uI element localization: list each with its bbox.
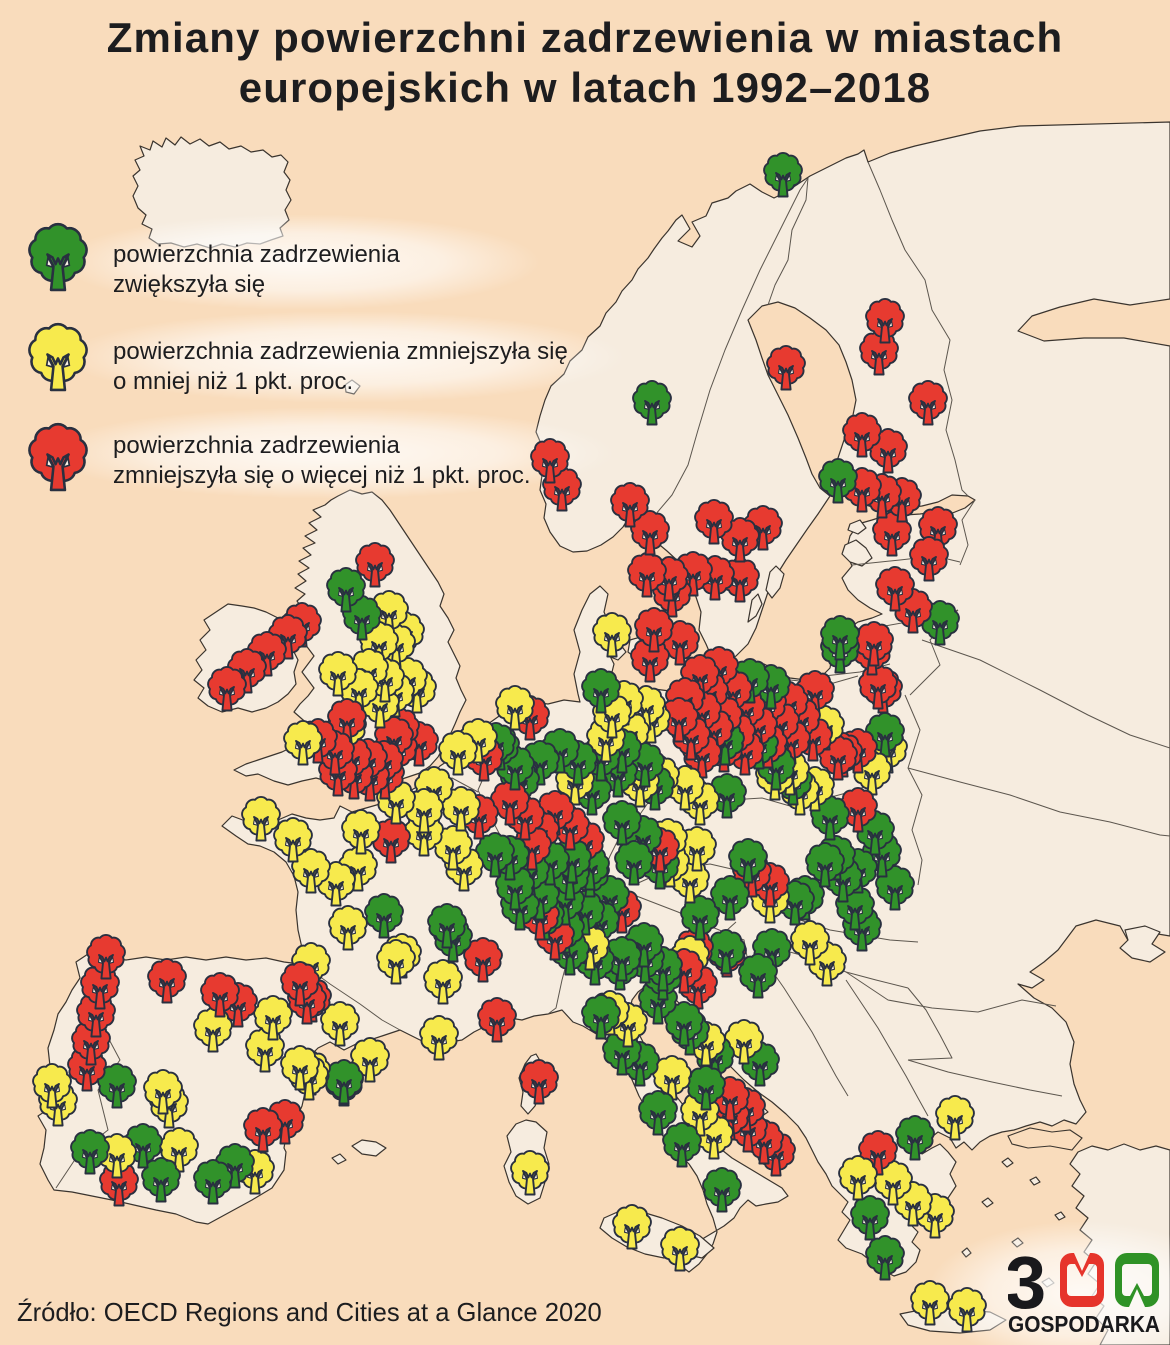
svg-text:GOSPODARKA: GOSPODARKA — [1008, 1311, 1160, 1337]
svg-text:3: 3 — [1008, 1253, 1046, 1324]
